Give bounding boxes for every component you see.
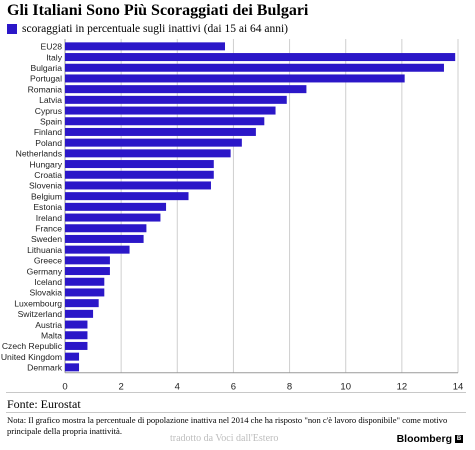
category-label: EU28 bbox=[41, 42, 63, 52]
bar bbox=[65, 149, 231, 158]
category-label: Italy bbox=[46, 52, 62, 62]
bar bbox=[65, 256, 110, 265]
bar bbox=[65, 299, 99, 308]
category-label: Romania bbox=[28, 84, 63, 94]
x-tick-label: 8 bbox=[287, 382, 292, 393]
category-label: Luxembourg bbox=[14, 298, 62, 308]
bar bbox=[65, 42, 226, 51]
bar-chart: 0 2 4 6 8 10 12 14 EU28ItalyBulgariaPortugalRoma… bbox=[1, 39, 464, 393]
category-label: Hungary bbox=[30, 159, 63, 169]
x-tick-label: 4 bbox=[175, 382, 180, 393]
x-tick-label: 14 bbox=[453, 382, 464, 393]
bar bbox=[65, 106, 276, 115]
category-label: Spain bbox=[40, 116, 62, 126]
category-label: Switzerland bbox=[18, 309, 63, 319]
bar bbox=[65, 341, 88, 350]
brand-name: Bloomberg bbox=[396, 433, 452, 445]
bar bbox=[65, 117, 265, 126]
category-label: Greece bbox=[34, 256, 62, 266]
category-label: Finland bbox=[34, 127, 62, 137]
category-label: Lithuania bbox=[27, 245, 62, 255]
note-text: Nota: Il grafico mostra la percentuale d… bbox=[7, 415, 448, 436]
bar bbox=[65, 127, 256, 136]
category-label: Iceland bbox=[34, 277, 62, 287]
bar bbox=[65, 95, 287, 104]
bar bbox=[65, 202, 167, 211]
category-label: Latvia bbox=[39, 95, 62, 105]
bar bbox=[65, 352, 80, 361]
credit-text: tradotto da Voci dall'Estero bbox=[170, 433, 279, 444]
bar bbox=[65, 170, 214, 179]
category-label: Cyprus bbox=[35, 106, 62, 116]
bar bbox=[65, 320, 88, 329]
category-label: Bulgaria bbox=[30, 63, 62, 73]
category-label: Malta bbox=[41, 330, 62, 340]
category-label: Slovakia bbox=[30, 288, 63, 298]
bar bbox=[65, 267, 110, 276]
bar bbox=[65, 224, 147, 233]
category-label: Netherlands bbox=[16, 149, 62, 159]
category-label: Portugal bbox=[30, 74, 62, 84]
x-tick-label: 2 bbox=[118, 382, 123, 393]
chart-legend: scoraggiati in percentuale sugli inattiv… bbox=[7, 22, 288, 36]
bar bbox=[65, 63, 444, 72]
legend-swatch bbox=[7, 24, 17, 34]
bar bbox=[65, 181, 211, 190]
bar bbox=[65, 277, 105, 286]
bar bbox=[65, 331, 88, 340]
x-tick-label: 0 bbox=[62, 382, 67, 393]
bar bbox=[65, 363, 80, 372]
bloomberg-logo: Bloomberg B bbox=[397, 433, 463, 445]
category-label: United Kingdom bbox=[1, 352, 62, 362]
bar bbox=[65, 192, 189, 201]
legend-label: scoraggiati in percentuale sugli inattiv… bbox=[22, 23, 289, 35]
x-tick-label: 6 bbox=[231, 382, 236, 393]
source-text: Fonte: Eurostat bbox=[7, 397, 81, 411]
x-tick-label: 10 bbox=[340, 382, 351, 393]
bar bbox=[65, 213, 161, 222]
bar bbox=[65, 74, 405, 83]
x-tick-label: 12 bbox=[397, 382, 408, 393]
bar bbox=[65, 138, 242, 147]
bar bbox=[65, 245, 130, 254]
bar bbox=[65, 309, 94, 318]
bar bbox=[65, 234, 144, 243]
bar bbox=[65, 160, 214, 169]
category-label: Estonia bbox=[33, 202, 62, 212]
bar bbox=[65, 288, 105, 297]
category-label: France bbox=[35, 223, 62, 233]
category-label: Slovenia bbox=[29, 181, 62, 191]
category-label: Germany bbox=[27, 266, 63, 276]
category-label: Denmark bbox=[27, 363, 63, 373]
category-label: Poland bbox=[35, 138, 62, 148]
category-label: Croatia bbox=[34, 170, 62, 180]
category-label: Belgium bbox=[31, 191, 62, 201]
category-label: Sweden bbox=[31, 234, 62, 244]
bloomberg-logo-icon: B bbox=[455, 435, 463, 443]
category-label: Austria bbox=[35, 320, 62, 330]
chart-title: Gli Italiani Sono Più Scoraggiati dei Bu… bbox=[7, 2, 309, 19]
divider-source bbox=[6, 392, 466, 393]
category-label: Czech Republic bbox=[2, 341, 63, 351]
divider-note bbox=[6, 412, 466, 413]
category-label: Ireland bbox=[36, 213, 62, 223]
bar bbox=[65, 85, 307, 94]
bar bbox=[65, 53, 456, 62]
